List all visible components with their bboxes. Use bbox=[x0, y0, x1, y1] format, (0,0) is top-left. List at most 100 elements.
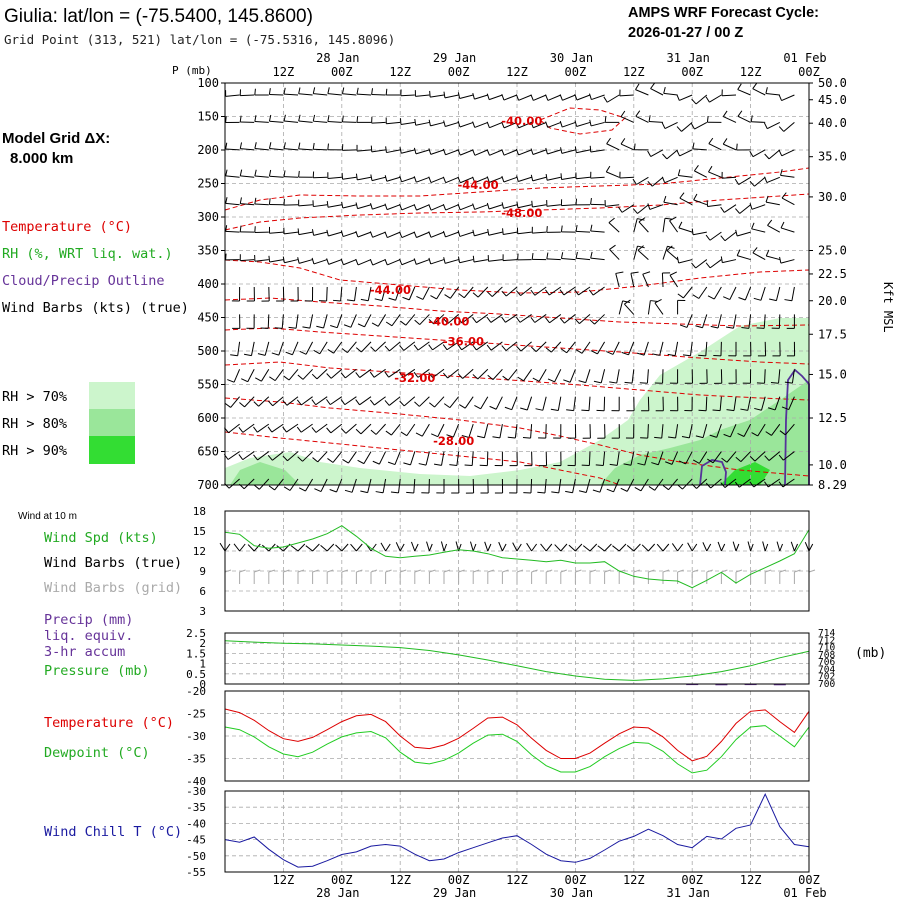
pressure-label: Pressure (mb) bbox=[44, 663, 150, 679]
wind-barb bbox=[650, 82, 664, 96]
wind-barb-shaft bbox=[298, 259, 313, 264]
surface-wind-barb-true-feather bbox=[326, 543, 335, 552]
wind-barb-feather bbox=[257, 353, 266, 356]
wind-barb bbox=[784, 286, 795, 302]
wind-barb-feather bbox=[282, 399, 288, 406]
surface-wind-barb-grid-feather bbox=[297, 569, 305, 573]
wind-barb bbox=[651, 451, 664, 466]
wind-barb bbox=[436, 478, 445, 494]
surface-wind-barb-true bbox=[776, 541, 781, 552]
wind-barb-feather bbox=[712, 409, 721, 412]
surface-wind-barb-grid-feather bbox=[706, 569, 713, 573]
wind-barb-shaft bbox=[729, 286, 737, 300]
wind-barb bbox=[721, 171, 737, 179]
wind-barb-shaft bbox=[430, 94, 445, 98]
date-tick-label: 31 Jan bbox=[667, 886, 710, 900]
wind-barb bbox=[340, 423, 357, 434]
wind-barb-feather bbox=[560, 173, 563, 180]
wind-barb-shaft bbox=[663, 201, 678, 206]
wind-barb-feather bbox=[666, 245, 673, 251]
wind-barb bbox=[369, 396, 386, 406]
wind-barb-feather bbox=[375, 491, 384, 494]
wind-barb bbox=[428, 257, 445, 265]
wind-barb bbox=[457, 230, 474, 237]
wind-barb-shaft bbox=[647, 424, 649, 439]
wind-barb-feather bbox=[588, 93, 592, 100]
wind-barb bbox=[726, 396, 737, 412]
pressure-tick-label: 500 bbox=[197, 344, 219, 358]
wind-barb-feather bbox=[736, 143, 738, 150]
wind-barb bbox=[669, 216, 679, 233]
wind-barb-shaft bbox=[391, 314, 401, 327]
wind-barb-feather bbox=[297, 228, 300, 235]
wind-barb-shaft bbox=[532, 231, 547, 234]
wind-barb-shaft bbox=[721, 94, 737, 97]
wind-barb bbox=[705, 231, 722, 241]
wind-barb bbox=[713, 341, 722, 357]
wind-barb-shaft bbox=[395, 286, 401, 301]
wind-barb bbox=[589, 314, 605, 325]
wind-barb-feather bbox=[647, 180, 653, 187]
wind-barb-shaft bbox=[483, 424, 489, 438]
wind-barb-feather bbox=[545, 121, 549, 128]
wind-barb-feather bbox=[559, 317, 565, 324]
grid-point-subtitle: Grid Point (313, 521) lat/lon = (-75.531… bbox=[4, 32, 395, 47]
wind-barb bbox=[676, 256, 693, 264]
wind-barb bbox=[779, 256, 795, 264]
surface-wind-barb-true bbox=[612, 545, 620, 552]
wind-barb bbox=[246, 286, 255, 302]
wind-barb bbox=[487, 368, 503, 380]
wind-barb-shaft bbox=[649, 204, 664, 210]
wind-barb-shaft bbox=[387, 259, 401, 266]
wind-barb-feather bbox=[559, 289, 565, 296]
wind-barb bbox=[477, 424, 489, 439]
surface-wind-barb-true-feather bbox=[253, 543, 261, 552]
wind-barb-feather bbox=[238, 426, 244, 433]
wind-barb-feather bbox=[590, 350, 598, 355]
wind-barb-feather bbox=[650, 300, 658, 303]
date-tick-label: 01 Feb bbox=[783, 886, 826, 900]
wind-barb-feather bbox=[735, 456, 742, 463]
wind-barb-feather bbox=[355, 258, 359, 266]
wind-barb-shaft bbox=[726, 451, 737, 463]
wind-barb bbox=[416, 286, 430, 300]
wind-barb bbox=[662, 245, 675, 260]
wind-barb-feather bbox=[400, 320, 407, 326]
wind-barb-shaft bbox=[578, 286, 591, 296]
surface-wind-barb-true bbox=[233, 543, 240, 552]
wind-barb-feather bbox=[545, 347, 552, 353]
wind-barb-shaft bbox=[597, 341, 606, 355]
value-tick-label: -45 bbox=[186, 834, 206, 847]
wind-barb bbox=[560, 225, 576, 233]
wind-barb bbox=[707, 286, 722, 300]
wind-barb bbox=[559, 120, 576, 128]
wind-barb-feather bbox=[575, 251, 578, 259]
wind-barb bbox=[479, 451, 489, 467]
surface-wind-barb bbox=[440, 541, 451, 584]
wind-barb-feather bbox=[370, 429, 377, 435]
wind-barb-shaft bbox=[747, 396, 752, 411]
precip-label: Precip (mm) bbox=[44, 612, 133, 628]
wind-barb bbox=[723, 423, 737, 438]
wind-barb bbox=[588, 93, 605, 101]
surface-wind-barb-true-feather bbox=[487, 543, 492, 552]
wind-barb bbox=[225, 116, 240, 124]
value-tick-label: -35 bbox=[186, 801, 206, 814]
wind-barb-shaft bbox=[630, 273, 635, 288]
wind-barb-shaft bbox=[547, 149, 561, 155]
wind-barb-feather bbox=[784, 299, 792, 302]
wind-barb bbox=[355, 341, 372, 353]
wind-barb-shaft bbox=[254, 121, 269, 123]
wind-barb bbox=[781, 192, 795, 206]
wind-barb-feather bbox=[588, 289, 594, 296]
wind-barb bbox=[517, 253, 532, 261]
wind-barb bbox=[756, 314, 766, 329]
wind-barb bbox=[502, 228, 518, 236]
wind-barb-feather bbox=[428, 148, 432, 155]
surface-wind-barb bbox=[626, 543, 641, 584]
wind-barb bbox=[299, 341, 314, 355]
wind-barb-shaft bbox=[281, 314, 284, 329]
wind-barb-feather bbox=[765, 195, 769, 203]
wind-barb bbox=[253, 423, 270, 433]
wind-barb-shaft bbox=[752, 149, 766, 158]
